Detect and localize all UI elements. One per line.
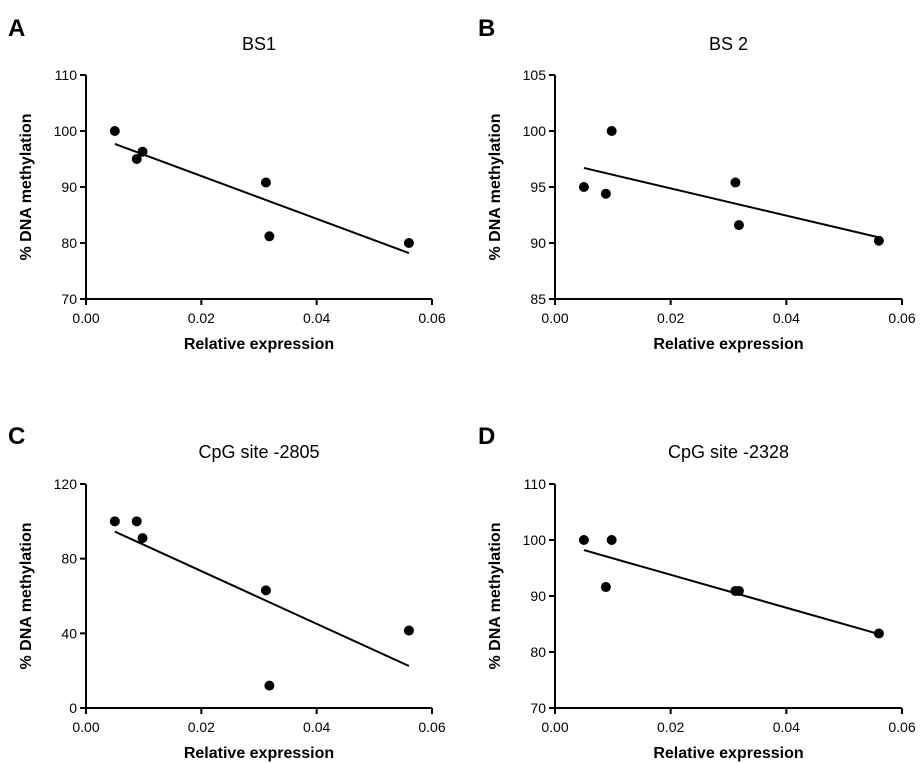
data-point (403, 238, 414, 248)
y-axis-label: % DNA methylation (18, 114, 35, 261)
data-point (606, 126, 617, 136)
y-tick-label: 90 (530, 235, 546, 251)
x-tick-label: 0.00 (72, 310, 99, 326)
x-tick-label: 0.06 (888, 719, 915, 735)
chart-title: CpG site -2328 (668, 442, 789, 462)
chart-title: BS1 (242, 34, 276, 54)
data-point (109, 516, 120, 527)
x-axis-label: Relative expression (653, 745, 803, 762)
x-tick-label: 0.00 (72, 719, 99, 735)
regression-line (114, 142, 410, 255)
y-tick-label: 80 (61, 551, 77, 567)
x-tick-label: 0.06 (418, 310, 445, 326)
y-tick-label: 80 (61, 235, 77, 251)
x-tick-label: 0.04 (773, 719, 800, 735)
x-tick-label: 0.04 (773, 310, 800, 326)
data-point (733, 585, 744, 596)
y-axis-label: % DNA methylation (487, 523, 504, 670)
x-axis-label: Relative expression (184, 336, 334, 353)
y-tick-label: 100 (54, 123, 78, 139)
data-point (606, 535, 617, 545)
x-tick-label: 0.04 (303, 310, 330, 326)
data-point (264, 680, 275, 691)
x-tick-label: 0.04 (303, 719, 330, 735)
x-axis-label: Relative expression (184, 745, 334, 762)
data-point (600, 582, 611, 593)
data-point (578, 535, 589, 545)
x-tick-label: 0.02 (188, 719, 215, 735)
panel-b: B BS 2 0.00 0.02 0.04 0.06 85 90 95 100 105 Relativ… (478, 15, 916, 353)
data-point (137, 533, 148, 544)
y-tick-label: 110 (524, 476, 547, 492)
y-tick-label: 100 (523, 532, 547, 548)
chart-title: CpG site -2805 (198, 442, 319, 462)
data-point (264, 231, 275, 242)
x-tick-label: 0.06 (418, 719, 445, 735)
panel-letter: B (478, 15, 495, 42)
y-axis-label: % DNA methylation (487, 114, 504, 261)
panel-letter: A (8, 15, 25, 42)
panel-letter: D (478, 423, 495, 450)
x-tick-label: 0.00 (541, 719, 568, 735)
y-tick-label: 90 (530, 588, 546, 604)
x-tick-label: 0.02 (657, 719, 684, 735)
data-point (403, 625, 414, 636)
data-point (260, 585, 271, 596)
y-tick-label: 120 (54, 476, 78, 492)
y-tick-label: 70 (530, 700, 546, 716)
data-point (260, 177, 271, 188)
y-tick-label: 90 (61, 179, 77, 195)
y-tick-label: 105 (523, 67, 547, 83)
y-tick-label: 95 (530, 179, 546, 195)
panel-c: C CpG site -2805 0.00 0.02 0.04 0.06 0 40 80 120 R… (8, 423, 446, 762)
y-tick-label: 40 (61, 625, 77, 641)
data-point (131, 516, 142, 527)
y-tick-label: 85 (530, 291, 546, 307)
y-tick-label: 110 (55, 67, 78, 83)
data-point (137, 146, 148, 157)
y-tick-label: 0 (69, 700, 77, 716)
data-point (730, 177, 741, 188)
x-tick-label: 0.02 (188, 310, 215, 326)
data-point (873, 235, 884, 246)
y-tick-label: 100 (523, 123, 547, 139)
y-tick-label: 80 (530, 644, 546, 660)
y-axis-label: % DNA methylation (18, 523, 35, 670)
data-point (733, 220, 744, 231)
data-point (600, 188, 611, 199)
x-tick-label: 0.00 (541, 310, 568, 326)
panel-a: A BS1 0.00 0.02 0.04 0.06 70 80 90 100 110 Relative… (8, 15, 446, 353)
data-point (873, 628, 884, 639)
data-point (109, 126, 120, 136)
x-axis-label: Relative expression (653, 336, 803, 353)
panel-d: D CpG site -2328 0.00 0.02 0.04 0.06 70 80 90 100… (478, 423, 916, 762)
data-point (578, 182, 589, 192)
x-tick-label: 0.02 (657, 310, 684, 326)
chart-title: BS 2 (709, 34, 748, 54)
regression-line (583, 166, 880, 239)
y-tick-label: 70 (61, 291, 77, 307)
data-point (131, 154, 142, 164)
x-tick-label: 0.06 (888, 310, 915, 326)
regression-line (114, 530, 410, 667)
panel-letter: C (8, 423, 25, 450)
